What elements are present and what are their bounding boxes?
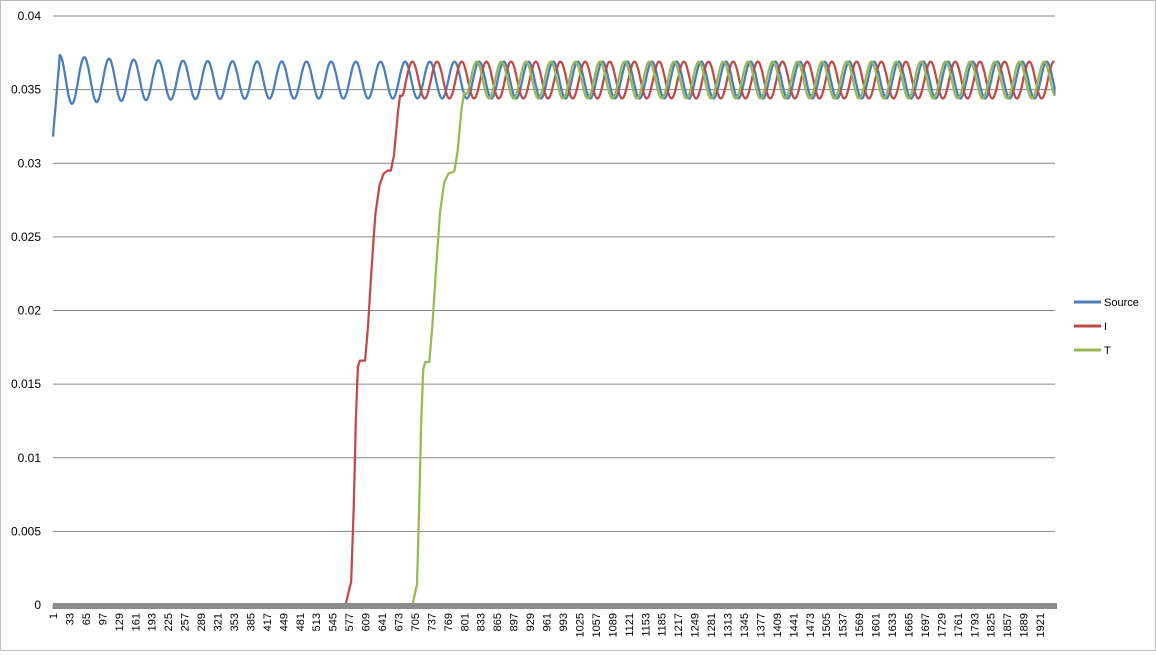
x-tick-label: 1473 <box>805 613 817 637</box>
x-tick-label: 1377 <box>755 613 767 637</box>
x-tick-label: 1569 <box>854 613 866 637</box>
series-lines <box>51 53 1056 607</box>
x-tick-label: 321 <box>213 613 225 631</box>
x-tick-label: 1825 <box>986 613 998 637</box>
y-tick-label: 0.015 <box>11 377 41 391</box>
y-axis-tick-labels: 0 0.005 0.01 0.015 0.02 0.025 0.03 0.035 0.04 <box>11 9 41 612</box>
x-tick-label: 385 <box>245 613 257 631</box>
x-tick-label: 257 <box>180 613 192 631</box>
x-tick-label: 1281 <box>706 613 718 637</box>
y-tick-label: 0 <box>34 598 41 612</box>
x-tick-label: 161 <box>130 613 142 631</box>
x-tick-label: 1409 <box>772 613 784 637</box>
x-tick-label: 705 <box>410 613 422 631</box>
x-tick-label: 1153 <box>640 613 652 637</box>
series-line-t <box>53 60 1056 607</box>
x-tick-label: 609 <box>361 613 373 631</box>
y-tick-label: 0.01 <box>18 451 42 465</box>
x-tick-label: 1217 <box>673 613 685 637</box>
x-tick-label: 897 <box>509 613 521 631</box>
gridlines <box>53 15 1055 532</box>
x-tick-label: 801 <box>459 613 471 631</box>
y-tick-label: 0.035 <box>11 83 41 97</box>
x-tick-label: 833 <box>476 613 488 631</box>
x-tick-label: 1441 <box>788 613 800 637</box>
x-tick-label: 737 <box>426 613 438 631</box>
x-tick-label: 33 <box>64 613 76 625</box>
x-tick-label: 65 <box>81 613 93 625</box>
x-tick-label: 1089 <box>607 613 619 637</box>
y-tick-label: 0.04 <box>18 9 42 23</box>
y-tick-label: 0.025 <box>11 230 41 244</box>
x-tick-label: 225 <box>163 613 175 631</box>
x-tick-label: 1857 <box>1002 613 1014 637</box>
x-tick-label: 481 <box>295 613 307 631</box>
x-tick-label: 865 <box>492 613 504 631</box>
x-tick-label: 129 <box>114 613 126 631</box>
x-tick-label: 1249 <box>690 613 702 637</box>
x-tick-label: 1697 <box>920 613 932 637</box>
x-tick-label: 1 <box>48 613 60 619</box>
y-tick-label: 0.02 <box>18 304 42 318</box>
x-tick-label: 513 <box>311 613 323 631</box>
x-axis-line <box>52 603 1057 609</box>
x-tick-label: 1345 <box>739 613 751 637</box>
x-tick-label: 545 <box>328 613 340 631</box>
legend: Source IT <box>1074 297 1139 357</box>
legend-label-t: T <box>1104 345 1111 357</box>
x-tick-label: 1921 <box>1035 613 1047 637</box>
x-tick-label: 1025 <box>574 613 586 637</box>
y-tick-label: 0.03 <box>18 156 42 170</box>
x-tick-label: 353 <box>229 613 241 631</box>
x-tick-label: 1761 <box>953 613 965 637</box>
x-tick-label: 577 <box>344 613 356 631</box>
x-tick-label: 97 <box>97 613 109 625</box>
series-line-source <box>51 53 1056 137</box>
x-tick-label: 417 <box>262 613 274 631</box>
x-axis-baseline <box>53 603 1057 609</box>
x-tick-label: 1121 <box>624 613 636 637</box>
x-tick-label: 1537 <box>838 613 850 637</box>
x-tick-label: 193 <box>147 613 159 631</box>
x-tick-label: 1313 <box>723 613 735 637</box>
x-tick-label: 929 <box>525 613 537 631</box>
x-tick-label: 769 <box>443 613 455 631</box>
x-tick-label: 673 <box>393 613 405 631</box>
x-tick-label: 1665 <box>903 613 915 637</box>
x-tick-label: 449 <box>278 613 290 631</box>
x-tick-label: 961 <box>542 613 554 631</box>
x-tick-label: 1793 <box>969 613 981 637</box>
x-tick-label: 1057 <box>591 613 603 637</box>
x-tick-label: 1601 <box>871 613 883 637</box>
x-tick-label: 1889 <box>1019 613 1031 637</box>
x-tick-label: 289 <box>196 613 208 631</box>
x-tick-label: 993 <box>558 613 570 631</box>
series-line-i <box>53 60 1056 607</box>
x-tick-label: 1185 <box>657 613 669 637</box>
x-tick-label: 1633 <box>887 613 899 637</box>
legend-label-i: I <box>1104 321 1107 333</box>
x-tick-label: 641 <box>377 613 389 631</box>
x-tick-label: 1729 <box>936 613 948 637</box>
x-tick-label: 1505 <box>821 613 833 637</box>
x-axis-tick-labels: 1 33 65 97 129 161 193 225 257 289 321 353 385 417 449… <box>48 613 1047 637</box>
y-tick-label: 0.005 <box>11 524 41 538</box>
legend-label-source: Source <box>1104 297 1139 309</box>
